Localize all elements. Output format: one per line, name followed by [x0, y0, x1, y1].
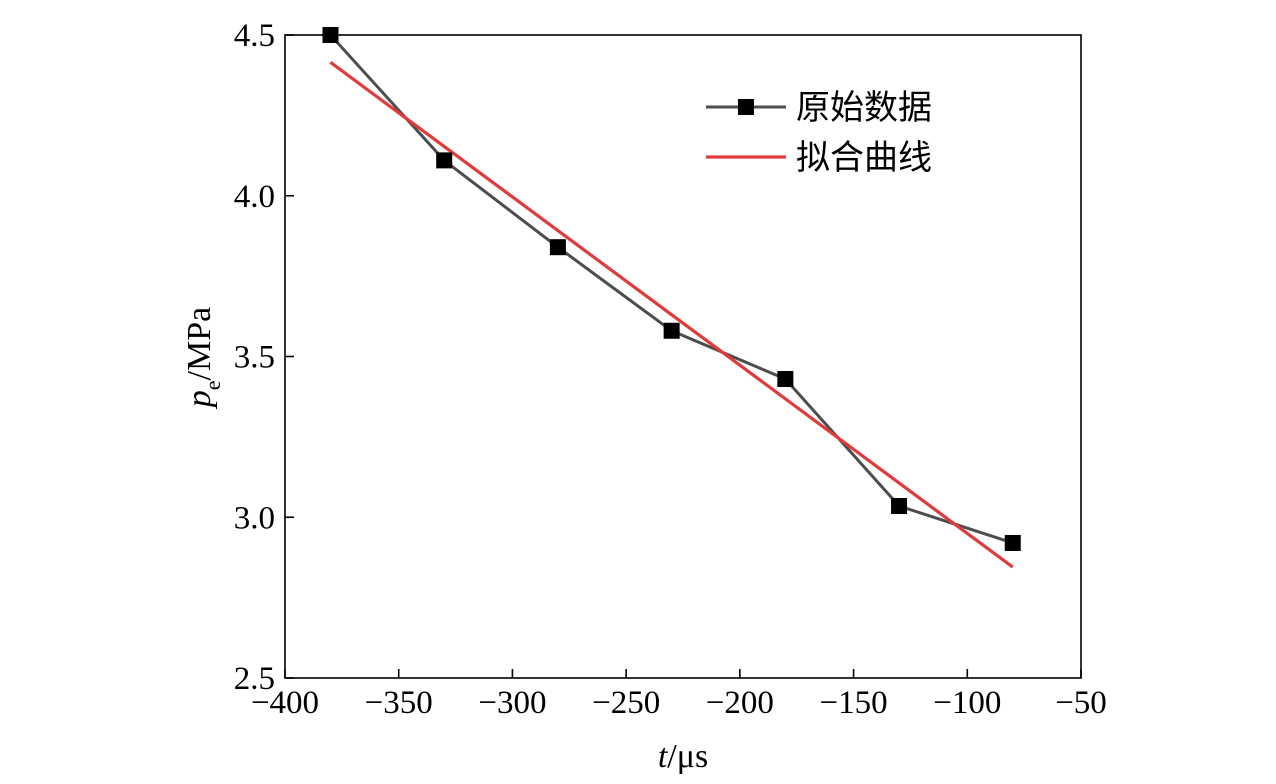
- y-axis-label: pe/MPa: [181, 307, 225, 409]
- x-axis-label-symbol: t: [658, 738, 669, 775]
- y-axis-label-subscript: e: [200, 380, 225, 390]
- legend-raw-label: 原始数据: [796, 88, 932, 128]
- series-line-fit-curve: [329, 61, 1014, 569]
- series-layer: [322, 27, 1021, 569]
- x-tick-label: −350: [365, 685, 433, 721]
- y-tick-label: 4.0: [234, 179, 275, 215]
- y-tick-label: 3.5: [234, 340, 275, 376]
- x-tick-label: −400: [251, 685, 319, 721]
- x-axis-label-unit: /μs: [667, 738, 708, 775]
- x-axis-label: t/μs: [658, 738, 708, 775]
- data-point-marker: [777, 371, 794, 388]
- y-axis-ticks: 2.5 3.0 3.5 4.0 4.5: [234, 18, 294, 697]
- y-tick-label: 2.5: [234, 661, 275, 697]
- legend-raw-marker: [738, 99, 754, 115]
- data-point-marker: [663, 322, 680, 339]
- x-tick-label: −300: [478, 685, 546, 721]
- data-point-marker: [436, 152, 453, 169]
- y-axis-label-symbol: p: [181, 390, 218, 409]
- legend-fit-label: 拟合曲线: [796, 138, 932, 178]
- x-tick-label: −100: [933, 685, 1001, 721]
- y-tick-label: 3.0: [234, 500, 275, 536]
- data-point-marker: [549, 239, 566, 256]
- x-tick-label: −150: [820, 685, 888, 721]
- data-point-marker: [1004, 534, 1021, 551]
- x-axis-ticks: −400 −350 −300 −250 −200 −150 −100 −50: [251, 669, 1107, 721]
- y-axis-label-unit: /MPa: [181, 307, 218, 381]
- x-tick-label: −50: [1055, 685, 1107, 721]
- x-tick-label: −200: [706, 685, 774, 721]
- data-point-marker: [322, 27, 339, 43]
- y-tick-label: 4.5: [234, 18, 275, 54]
- x-tick-label: −250: [592, 685, 660, 721]
- data-point-marker: [891, 497, 908, 514]
